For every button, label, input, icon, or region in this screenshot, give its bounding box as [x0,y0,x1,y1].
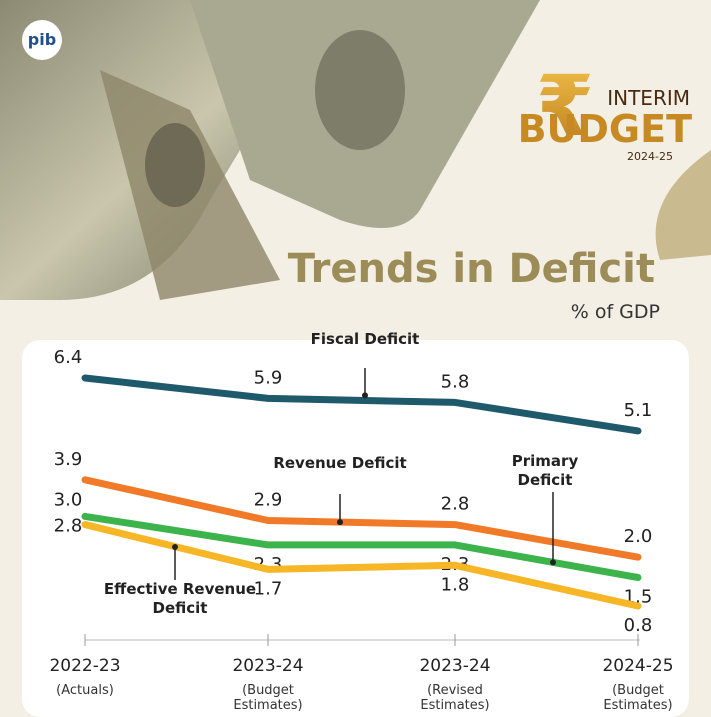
value-label: 3.9 [54,449,83,470]
x-tick-note-line: (Actuals) [56,683,114,698]
x-tick-note: (Actuals) [56,683,114,698]
x-tick-note-line: (Budget [242,683,294,698]
x-tick-label: 2022-23 [49,656,120,676]
series-annotation: Primary Deficit [490,452,600,490]
annotation-dot [337,519,343,525]
value-label: 3.0 [54,489,83,510]
x-tick-note-line: (Revised [427,683,483,698]
annotation-dot [362,392,368,398]
annotation-dot [550,559,556,565]
series-annotation: Fiscal Deficit [310,330,420,349]
value-label: 2.8 [54,516,83,537]
currency-photo [145,123,205,207]
series-annotation: Effective Revenue Deficit [100,580,260,618]
series-annotation: Revenue Deficit [265,454,415,473]
value-label: 1.8 [441,574,470,595]
x-tick-note-line: Estimates) [420,698,489,713]
annotation-dot [172,544,178,550]
x-tick-note-line: Estimates) [233,698,302,713]
x-tick-label: 2023-24 [232,656,303,676]
x-tick-label: 2023-24 [419,656,490,676]
value-label: 6.4 [54,347,83,368]
chart-card [22,340,689,717]
chart-title: Trends in Deficit [288,246,655,292]
value-label: 2.9 [254,490,283,511]
value-label: 2.8 [441,494,470,515]
badge-line2: BUDGET [518,107,693,151]
value-label: 5.9 [254,367,283,388]
value-label: 2.0 [624,526,653,547]
x-tick-note-line: Estimates) [603,698,672,713]
x-tick-note-line: (Budget [612,683,664,698]
value-label: 5.1 [624,400,653,421]
value-label: 0.8 [624,615,653,636]
x-tick-label: 2024-25 [602,656,673,676]
chart-subtitle: % of GDP [571,301,660,323]
currency-photo [315,30,405,150]
page: pib ₹ INTERIM BUDGET 2024-25 Trends in D… [0,0,711,717]
value-label: 5.8 [441,371,470,392]
badge-line3: 2024-25 [627,150,673,163]
logo-text: pib [28,30,56,49]
